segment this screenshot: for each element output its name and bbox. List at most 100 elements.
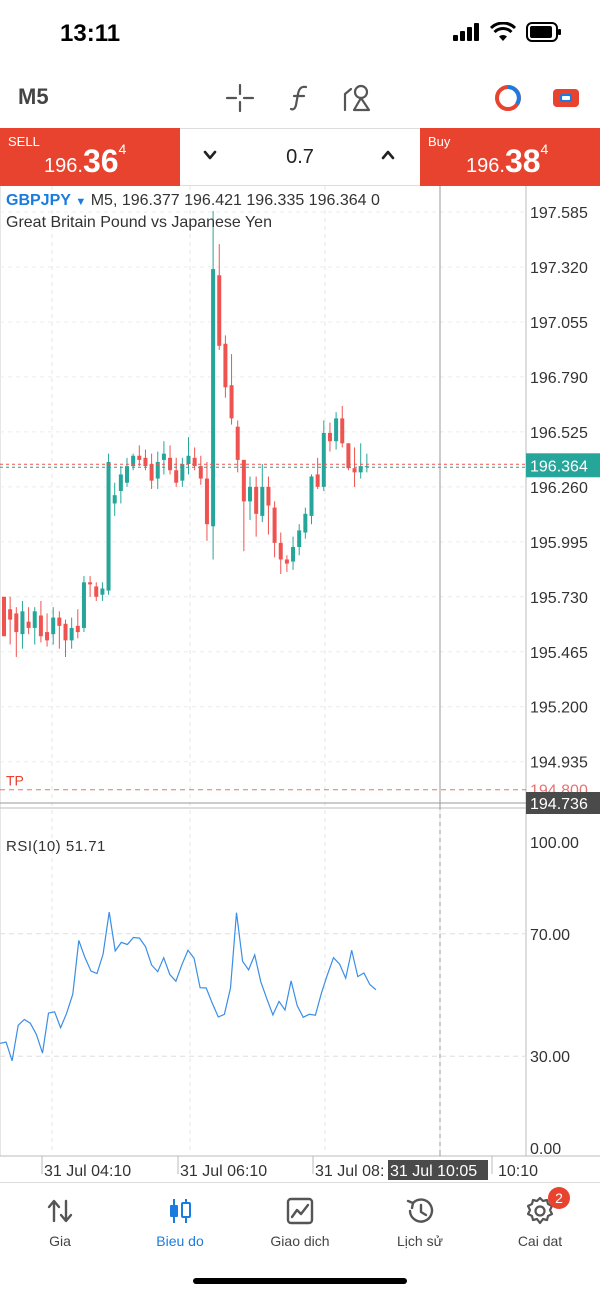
- candle-body: [174, 470, 179, 483]
- candle-body: [63, 623, 68, 641]
- sell-price-pip: 4: [118, 141, 127, 157]
- current-price-tag-bg: [526, 453, 600, 478]
- wifi-icon: [490, 22, 516, 41]
- time-axis-label: 31 Jul 04:10: [44, 1163, 131, 1180]
- candle-body: [45, 632, 50, 641]
- nav-chart[interactable]: Bieu do: [120, 1193, 240, 1249]
- trade-icon: [240, 1193, 360, 1229]
- candle-body: [69, 627, 74, 641]
- settings-notification-badge: 2: [548, 1187, 570, 1209]
- candle-body: [358, 466, 363, 473]
- crosshair-icon[interactable]: [224, 82, 256, 114]
- buy-button[interactable]: Buy 196.384: [420, 128, 600, 186]
- candle-body: [241, 459, 246, 502]
- candle-body: [38, 615, 43, 637]
- candle-body: [297, 530, 302, 548]
- battery-icon: [526, 22, 561, 42]
- candle-body: [327, 432, 332, 442]
- candle-body: [321, 432, 326, 487]
- price-axis-label: 197.320: [530, 260, 588, 277]
- cellular-signal-icon: [453, 23, 479, 41]
- candle-body: [272, 507, 277, 543]
- rsi-indicator-label: RSI(10) 51.71: [6, 838, 106, 855]
- price-axis-label: 195.465: [530, 645, 588, 662]
- candle-body: [94, 586, 99, 597]
- candle-body: [186, 455, 191, 465]
- candle-body: [112, 495, 117, 504]
- chart-toolbar: M5: [0, 70, 600, 124]
- crosshair-price-tag: 194.736: [530, 796, 588, 813]
- nav-quotes-label: Gia: [49, 1233, 71, 1249]
- candle-body: [161, 453, 166, 460]
- chart-area[interactable]: 197.585 197.320 197.055 196.790 196.525 196.2…: [0, 186, 600, 1180]
- candle-body: [284, 559, 289, 564]
- candle-body: [2, 596, 6, 637]
- signal-icon[interactable]: [492, 82, 524, 114]
- nav-history[interactable]: Lịch sử: [360, 1193, 480, 1249]
- buy-price: 196.384: [466, 141, 548, 180]
- buy-label: Buy: [428, 134, 451, 149]
- function-icon[interactable]: [284, 82, 316, 114]
- nav-quotes[interactable]: Gia: [0, 1193, 120, 1249]
- price-axis-label: 195.995: [530, 535, 588, 552]
- candle-body: [260, 486, 265, 516]
- price-axis-label: 196.260: [530, 480, 588, 497]
- settings-icon: [480, 1193, 600, 1229]
- candle-body: [88, 582, 93, 585]
- volume-control: 0.7: [180, 128, 420, 186]
- price-axis-label: 195.200: [530, 700, 588, 717]
- candle-body: [346, 443, 351, 469]
- sell-button[interactable]: SELL 196.364: [0, 128, 180, 186]
- candle-body: [204, 478, 209, 525]
- candle-body: [149, 464, 154, 481]
- status-time: 13:11: [60, 20, 121, 47]
- nav-trade[interactable]: Giao dich: [240, 1193, 360, 1249]
- candle-body: [278, 542, 283, 560]
- chevron-down-icon: [203, 150, 217, 160]
- price-axis-label: 196.525: [530, 425, 588, 442]
- time-axis-label: 31 Jul 06:10: [180, 1163, 267, 1180]
- candle-body: [309, 476, 314, 516]
- volume-input[interactable]: 0.7: [286, 146, 314, 168]
- timeframe-button[interactable]: M5: [18, 84, 49, 109]
- one-click-trade-panel: SELL 196.364 0.7 Buy 196.384: [0, 128, 600, 186]
- candle-body: [198, 466, 203, 479]
- volume-decrease-button[interactable]: [202, 143, 218, 169]
- candle-body: [192, 457, 197, 467]
- sell-price: 196.364: [44, 141, 126, 180]
- rsi-axis-label: 70.00: [530, 927, 570, 944]
- candle-body: [315, 474, 320, 487]
- candle-body: [118, 474, 123, 492]
- candle-body: [217, 275, 222, 346]
- candle-body: [106, 461, 111, 591]
- one-click-trading-icon[interactable]: [550, 82, 582, 114]
- chart-symbol-info: GBPJPY ▼ M5, 196.377 196.421 196.335 196…: [6, 192, 380, 210]
- candle-body: [303, 513, 308, 533]
- volume-increase-button[interactable]: [380, 143, 396, 169]
- candle-body: [81, 582, 86, 628]
- current-price-tag: 196.364: [530, 458, 588, 475]
- sell-price-big: 36: [82, 143, 119, 179]
- objects-icon[interactable]: [342, 82, 374, 114]
- rsi-axis-label: 0.00: [530, 1141, 561, 1158]
- time-axis-label: 10:10: [498, 1163, 538, 1180]
- nav-chart-label: Bieu do: [156, 1233, 204, 1249]
- candle-body: [352, 468, 357, 473]
- rsi-axis-label: 30.00: [530, 1049, 570, 1066]
- candle-body: [235, 426, 240, 460]
- rsi-axis-label: 100.00: [530, 835, 579, 852]
- status-icons: [452, 22, 562, 42]
- symbol-dropdown-icon[interactable]: ▼: [75, 196, 87, 208]
- sell-price-prefix: 196.: [44, 155, 83, 177]
- chart-icon: [120, 1193, 240, 1229]
- history-icon: [360, 1193, 480, 1229]
- nav-settings-label: Cai dat: [517, 1233, 563, 1249]
- crosshair-time-tag: 31 Jul 10:05: [390, 1163, 477, 1180]
- symbol-name[interactable]: GBPJPY: [6, 192, 71, 209]
- price-chart[interactable]: 197.585 197.320 197.055 196.790 196.525 196.2…: [0, 186, 600, 1180]
- nav-settings[interactable]: 2 Cai dat: [480, 1187, 600, 1249]
- candle-body: [51, 617, 56, 635]
- candle-body: [100, 588, 105, 595]
- candle-body: [8, 609, 13, 620]
- rsi-line: [0, 912, 377, 1061]
